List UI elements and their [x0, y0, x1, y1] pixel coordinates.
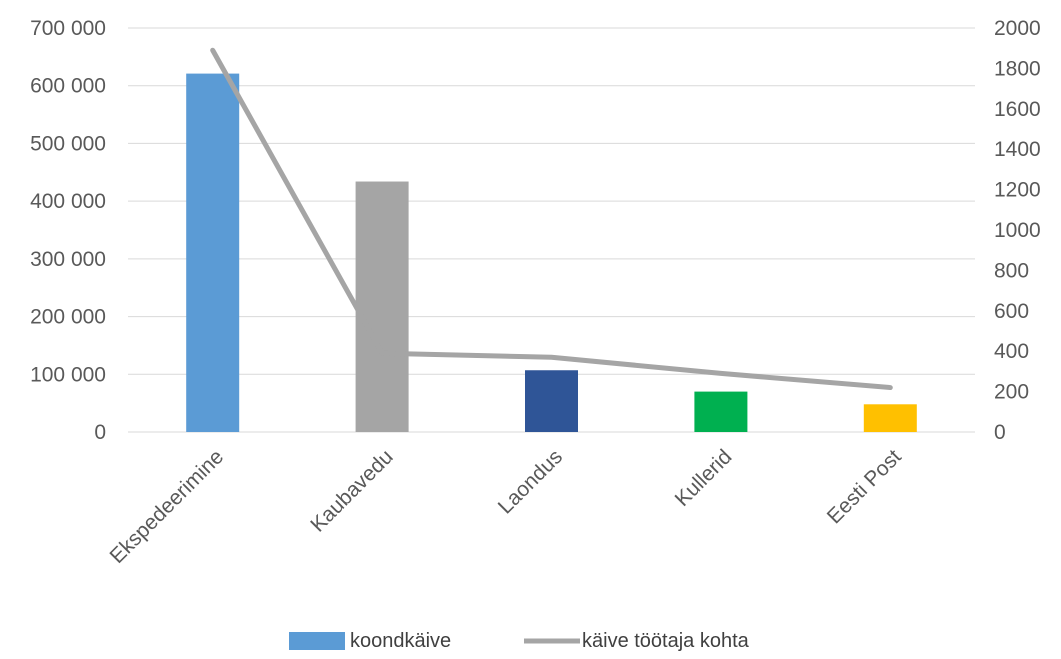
bar-series — [186, 73, 917, 432]
bar — [355, 181, 409, 432]
y-right-tick-label: 2000 — [994, 17, 1041, 40]
y-right-tick-label: 600 — [994, 300, 1029, 323]
y-right-tick-label: 1400 — [994, 138, 1041, 161]
legend-swatch-bar — [289, 632, 345, 650]
y-left-tick-label: 400 000 — [30, 190, 106, 213]
series-line — [210, 47, 893, 391]
y-left-tick-label: 500 000 — [30, 132, 106, 155]
y-right-tick-label: 1800 — [994, 57, 1041, 80]
y-left-tick-label: 600 000 — [30, 75, 106, 98]
bar — [863, 404, 917, 432]
gridlines — [128, 27, 975, 433]
y-right-tick-label: 1600 — [994, 98, 1041, 121]
y-left-tick-label: 0 — [94, 421, 106, 444]
bar — [186, 73, 240, 432]
y-left-tick-label: 300 000 — [30, 248, 106, 271]
bar — [694, 391, 748, 432]
y-left-tick-label: 700 000 — [30, 17, 106, 40]
y-right-tick-label: 400 — [994, 340, 1029, 363]
y-right-tick-label: 0 — [994, 421, 1006, 444]
x-category-label: Laondus — [494, 445, 567, 518]
bar — [525, 370, 578, 432]
y-right-tick-label: 200 — [994, 381, 1029, 404]
y-left-tick-label: 100 000 — [30, 363, 106, 386]
y-right-tick-label: 1000 — [994, 219, 1041, 242]
y-axis-left: 0 100 000 200 000 300 000 400 000 500 000 600 … — [30, 17, 106, 444]
line-series — [210, 47, 893, 391]
x-category-label: Ekspedeerimine — [105, 445, 228, 568]
x-axis-categories: Ekspedeerimine Kaubavedu Laondus Kullerid Ee… — [105, 445, 905, 568]
x-category-label: Eesti Post — [823, 445, 906, 528]
y-axis-right: 0 200 400 600 800 1000 1200 1400 1600 1800 2000 — [994, 17, 1041, 444]
x-category-label: Kaubavedu — [306, 445, 397, 536]
y-left-tick-label: 200 000 — [30, 306, 106, 329]
y-right-tick-label: 1200 — [994, 179, 1041, 202]
x-category-label: Kullerid — [671, 445, 737, 511]
y-right-tick-label: 800 — [994, 259, 1029, 282]
legend-label-bar: koondkäive — [350, 630, 451, 652]
legend-label-line: käive töötaja kohta — [582, 630, 750, 652]
legend: koondkäive käive töötaja kohta — [289, 630, 750, 652]
